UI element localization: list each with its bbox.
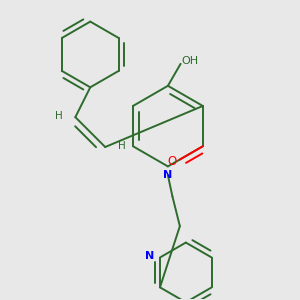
Text: H: H	[118, 140, 125, 151]
Text: N: N	[145, 251, 154, 261]
Text: O: O	[167, 155, 177, 168]
Text: N: N	[163, 170, 172, 180]
Text: H: H	[55, 111, 63, 121]
Text: OH: OH	[182, 56, 199, 66]
